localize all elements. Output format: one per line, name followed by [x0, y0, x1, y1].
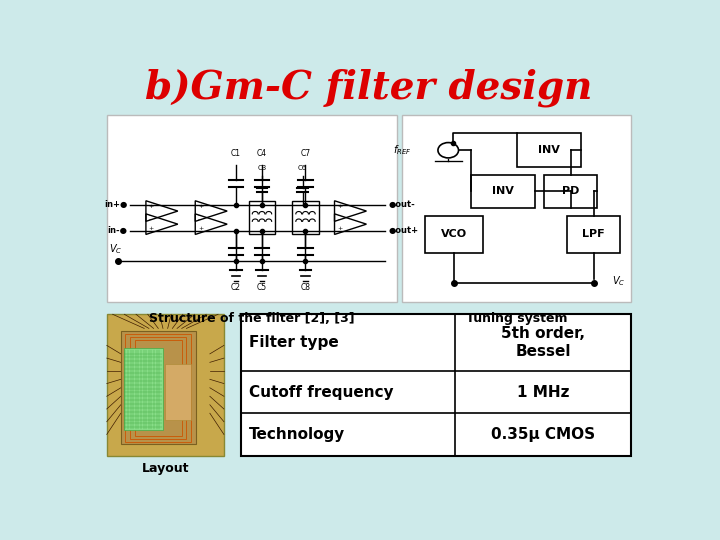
Bar [121, 331, 196, 444]
Bar [125, 348, 163, 430]
Text: +: + [198, 226, 203, 231]
Text: -: - [338, 213, 340, 218]
Bar [426, 216, 482, 253]
Text: Technology: Technology [249, 427, 346, 442]
Text: ●out+: ●out+ [388, 226, 418, 235]
Text: in+●: in+● [104, 200, 127, 209]
Text: C8: C8 [300, 283, 310, 292]
Text: Tuning system: Tuning system [466, 312, 567, 325]
Text: $V_C$: $V_C$ [612, 274, 625, 288]
Bar [292, 201, 318, 234]
Bar [567, 216, 620, 253]
Text: C3: C3 [257, 165, 266, 171]
Bar [249, 201, 275, 234]
Text: 0.35μ CMOS: 0.35μ CMOS [491, 427, 595, 442]
Text: C1: C1 [231, 148, 241, 158]
Bar [544, 174, 597, 208]
Text: +: + [149, 204, 154, 209]
Bar [517, 133, 581, 167]
Bar [471, 174, 535, 208]
Text: Filter type: Filter type [249, 335, 339, 350]
Text: -: - [198, 213, 200, 218]
Bar [125, 334, 191, 442]
Bar [107, 114, 397, 302]
Text: C5: C5 [257, 283, 267, 292]
Text: -: - [198, 217, 200, 222]
Text: $f_{REF}$: $f_{REF}$ [393, 143, 412, 157]
Text: -: - [338, 217, 340, 222]
Text: Cutoff frequency: Cutoff frequency [249, 384, 394, 400]
Text: C7: C7 [300, 148, 310, 158]
Text: Structure of the filter [2], [3]: Structure of the filter [2], [3] [149, 312, 355, 325]
Text: +: + [338, 204, 343, 209]
Text: -: - [149, 213, 151, 218]
Text: C4: C4 [257, 148, 267, 158]
Bar [107, 314, 224, 456]
Text: C2: C2 [231, 283, 241, 292]
Text: LPF: LPF [582, 230, 605, 239]
Text: $V_C$: $V_C$ [109, 242, 122, 256]
Text: +: + [149, 226, 154, 231]
Text: -: - [149, 217, 151, 222]
Text: C6: C6 [298, 165, 307, 171]
Bar [135, 340, 181, 436]
Text: INV: INV [538, 145, 560, 155]
Text: b)Gm-C filter design: b)Gm-C filter design [145, 69, 593, 107]
Text: Layout: Layout [142, 462, 189, 475]
Text: 1 MHz: 1 MHz [517, 384, 570, 400]
Text: in-●: in-● [107, 226, 127, 235]
Text: +: + [198, 204, 203, 209]
Bar [130, 337, 186, 438]
Text: ●out-: ●out- [388, 200, 415, 209]
Bar [402, 114, 631, 302]
Text: 5th order,
Bessel: 5th order, Bessel [501, 326, 585, 359]
Text: VCO: VCO [441, 230, 467, 239]
Text: PD: PD [562, 186, 580, 197]
Bar [166, 364, 191, 420]
Text: +: + [338, 226, 343, 231]
Text: INV: INV [492, 186, 514, 197]
Bar [240, 314, 631, 456]
